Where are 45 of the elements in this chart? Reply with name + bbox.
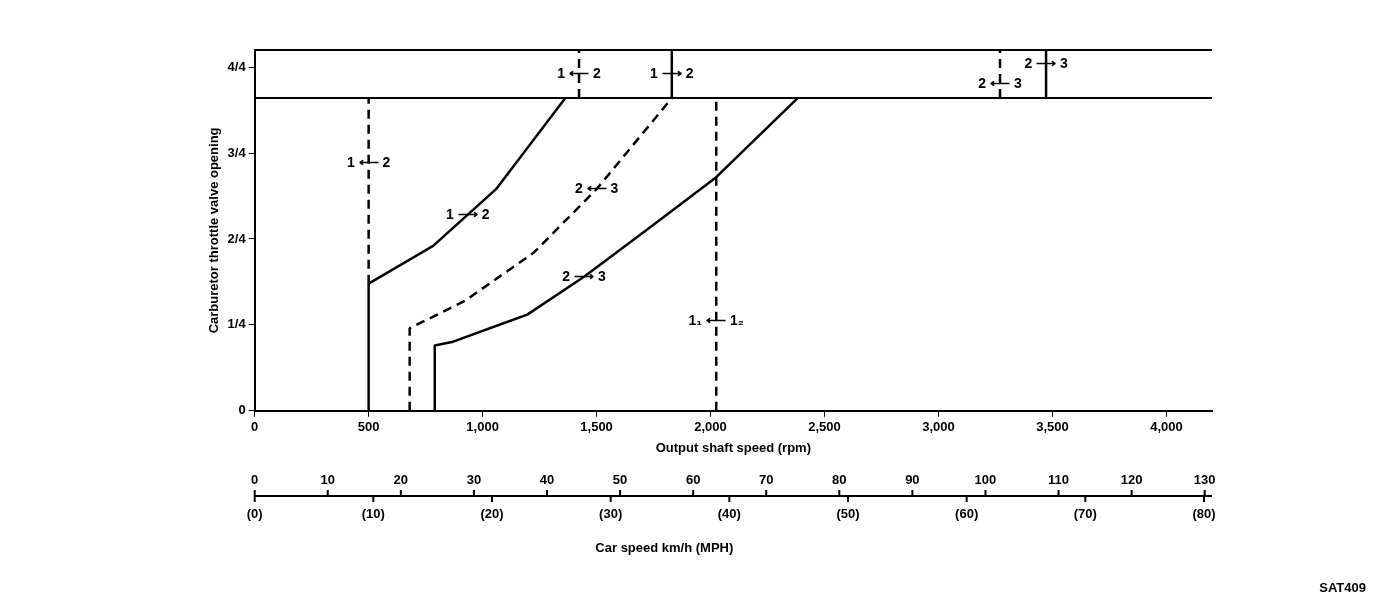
x2-tick-label: 40 [539,471,555,487]
x2-tick-label: 130 [1193,471,1216,487]
annotation: 1 ⟵ 2 [557,64,601,81]
x-tick-label: 1,500 [580,419,613,435]
text: (10) [361,505,385,521]
text: (30) [599,505,623,521]
x2-tick-label: 10 [320,471,335,487]
x-tick-label: 2,000 [694,419,727,435]
x2-axis-title: Car speed km/h (MPH) [595,539,734,555]
x2-tick-label: 70 [758,471,774,487]
text: (20) [480,505,504,521]
x2-tick-label: 120 [1120,471,1143,487]
y-tick-label: 4/4 [227,58,247,74]
x-tick-label: 3,000 [922,419,955,435]
x2-tick-label: 30 [466,471,482,487]
x-axis-title: Output shaft speed (rpm) [655,439,811,455]
y-tick-label: 1/4 [227,316,247,332]
annotation: 1 ⟵ 2 [346,154,391,171]
x2-tick-label: 90 [905,471,920,487]
x2-tick-label: 0 [251,471,259,487]
x-tick-label: 500 [357,419,380,435]
x-tick-label: 0 [251,419,259,435]
text: (70) [1073,505,1097,521]
text: (0) [246,505,263,521]
x2-tick-label: 110 [1048,471,1070,487]
x-tick-label: 3,500 [1036,419,1069,435]
text: (50) [836,505,860,521]
y-axis-title: Carburetor throttle valve opening [206,127,222,334]
text: SAT409 [1319,579,1366,595]
y-tick-label: 0 [238,402,246,418]
x-tick-label: 2,500 [808,419,841,435]
x2-tick-label: 20 [393,471,409,487]
text: (40) [717,505,741,521]
x-tick-label: 4,000 [1150,419,1183,435]
x-tick-label: 1,000 [466,419,499,435]
x2-tick-label: 80 [832,471,847,487]
text: (80) [1192,505,1216,521]
annotation: 1₁ ⟵ 1₂ [688,312,744,329]
x2-tick-label: 50 [612,471,628,487]
text: (60) [955,505,979,521]
annotation: 2 ⟵ 3 [978,75,1022,92]
x2-tick-label: 100 [974,471,997,487]
y-tick-label: 2/4 [227,230,247,246]
y-tick-label: 3/4 [227,144,247,160]
x2-tick-label: 60 [685,471,701,487]
